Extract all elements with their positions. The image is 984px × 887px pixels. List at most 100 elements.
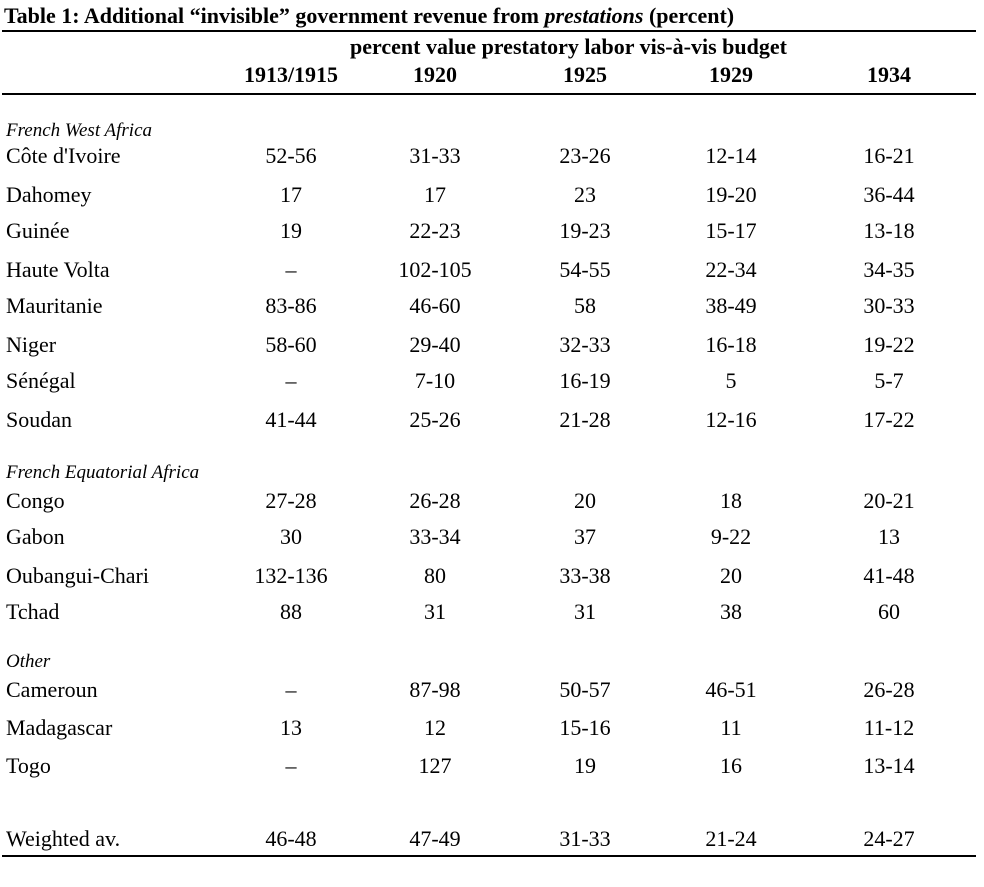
table-title-suffix: (percent) [643,3,735,28]
table-cell: 21-28 [559,407,611,432]
table-cell: 31 [424,599,446,624]
table-cell: 19-20 [705,182,757,207]
row-label: Togo [6,753,51,778]
row-label: Dahomey [6,182,92,207]
table-cell: 12-16 [705,407,757,432]
table-cell: 27-28 [265,488,317,513]
table-cell: 11-12 [863,715,915,740]
table-cell: 23 [574,182,596,207]
table-cell: – [285,257,297,282]
row-label: Madagascar [6,715,113,740]
table-cell: 20-21 [863,488,915,513]
table-row: Sénégal – 7-10 16-19 5 5-7 [0,368,984,394]
table-cell: 13 [878,524,900,549]
row-label: Soudan [6,407,72,432]
row-label: Tchad [6,599,60,624]
table-cell: 7-10 [414,368,456,393]
table-cell: 46-51 [705,677,757,702]
table-cell: 17 [424,182,446,207]
table-cell: 54-55 [559,257,611,282]
table-cell: – [285,677,297,702]
row-label: Congo [6,488,65,513]
column-header-1920: 1920 [413,62,457,87]
table-cell: 22-23 [409,218,461,243]
table-cell: 37 [574,524,596,549]
table-cell: 9-22 [710,524,752,549]
row-label: Niger [6,332,57,357]
table-cell: 24-27 [863,826,915,851]
table-cell: 102-105 [398,257,472,282]
table-cell: 21-24 [705,826,757,851]
table-cell: 41-48 [863,563,915,588]
table-cell: 18 [720,488,742,513]
table-cell: 30 [280,524,302,549]
table-cell: 26-28 [409,488,461,513]
table-cell: 19-23 [559,218,611,243]
table-cell: 16-18 [705,332,757,357]
table-cell: 47-49 [409,826,461,851]
weighted-average-row: Weighted av. 46-48 47-49 31-33 21-24 24-27 [0,826,984,852]
table-row: Togo – 127 19 16 13-14 [0,753,984,779]
table-row: Soudan 41-44 25-26 21-28 12-16 17-22 [0,407,984,433]
row-label: Côte d'Ivoire [6,143,121,168]
table-cell: 80 [424,563,446,588]
table-row: Niger 58-60 29-40 32-33 16-18 19-22 [0,332,984,358]
table-cell: 17 [280,182,302,207]
table-cell: 31 [574,599,596,624]
row-label: Sénégal [6,368,76,393]
table-cell: 41-44 [265,407,317,432]
column-header-1929: 1929 [709,62,753,87]
row-label: Guinée [6,218,70,243]
table-cell: 38-49 [705,293,757,318]
table-cell: 26-28 [863,677,915,702]
table-cell: 88 [280,599,302,624]
table-cell: 19-22 [863,332,915,357]
table-cell: 32-33 [559,332,611,357]
table-row: Mauritanie 83-86 46-60 58 38-49 30-33 [0,293,984,319]
table-cell: 31-33 [409,143,461,168]
row-label: Gabon [6,524,65,549]
table-cell: 46-60 [409,293,461,318]
table-row: Oubangui-Chari 132-136 80 33-38 20 41-48 [0,563,984,589]
table-cell: 19 [574,753,596,778]
table-cell: 127 [418,753,452,778]
row-label: Haute Volta [6,257,110,282]
table-cell: 20 [720,563,742,588]
group-label: Other [6,651,51,672]
table-title: Table 1: Additional “invisible” governme… [4,3,980,29]
column-header-1913-1915: 1913/1915 [243,62,339,87]
table-cell: 12-14 [705,143,757,168]
row-label: Oubangui-Chari [6,563,149,588]
row-label: Mauritanie [6,293,103,318]
table-row: Cameroun – 87-98 50-57 46-51 26-28 [0,677,984,703]
column-header-1934: 1934 [867,62,911,87]
table-cell: 19 [280,218,302,243]
table-cell: 30-33 [863,293,915,318]
spanning-header: percent value prestatory labor vis-à-vis… [350,34,787,59]
table-cell: – [285,753,297,778]
row-label: Cameroun [6,677,98,702]
table-cell: 83-86 [265,293,317,318]
table-row: Gabon 30 33-34 37 9-22 13 [0,524,984,550]
table-cell: 16-19 [559,368,611,393]
table-cell: 58-60 [265,332,317,357]
table-cell: 15-17 [705,218,757,243]
table-cell: 36-44 [863,182,915,207]
table-cell: 13-18 [863,218,915,243]
table-row: Dahomey 17 17 23 19-20 36-44 [0,182,984,208]
table-cell: 13 [280,715,302,740]
table-cell: 12 [424,715,446,740]
header-rule [2,93,976,95]
table-cell: 50-57 [559,677,611,702]
table-cell: 16 [720,753,742,778]
group-label: French Equatorial Africa [6,462,200,483]
table-cell: 87-98 [409,677,461,702]
bottom-rule [2,855,976,857]
table-cell: 33-38 [559,563,611,588]
table-row: Côte d'Ivoire 52-56 31-33 23-26 12-14 16-21 [0,143,984,169]
table-title-italic: prestations [544,3,644,28]
column-header-1925: 1925 [563,62,607,87]
table-title-prefix: Table 1: Additional “invisible” governme… [4,3,545,28]
table-cell: 11 [720,715,742,740]
table-cell: 15-16 [559,715,611,740]
